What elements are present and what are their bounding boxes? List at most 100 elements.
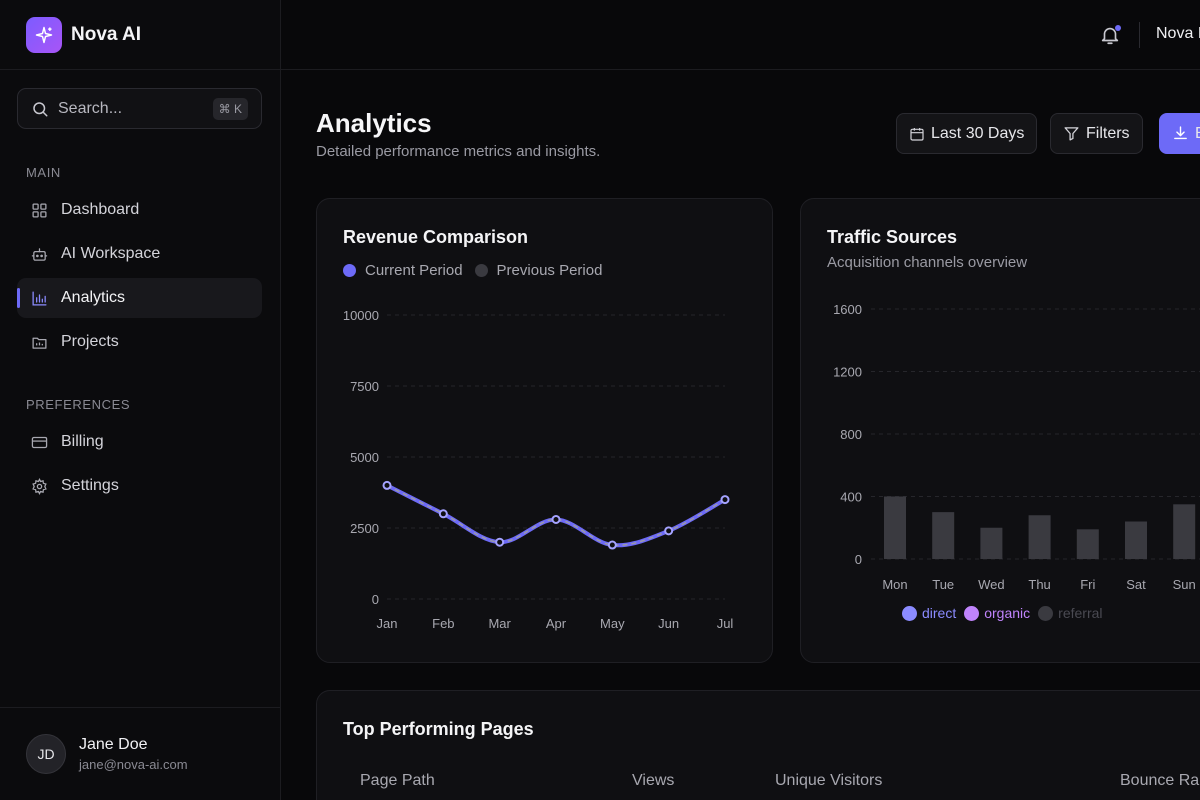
section-label-main: MAIN xyxy=(26,165,61,180)
legend-item-referral[interactable]: referral xyxy=(1038,605,1103,621)
sidebar-item-label: AI Workspace xyxy=(61,245,161,262)
bar-referral xyxy=(884,496,906,559)
card-title: Traffic Sources xyxy=(827,227,958,247)
sidebar-item-ai-workspace[interactable]: AI Workspace xyxy=(17,234,262,274)
x-tick-label: Feb xyxy=(432,616,454,631)
page-subtitle: Detailed performance metrics and insight… xyxy=(316,143,601,160)
y-tick-label: 1600 xyxy=(833,302,862,317)
data-point xyxy=(382,480,392,490)
topbar-user-menu[interactable]: Nova I xyxy=(1156,25,1200,42)
filters-button[interactable]: Filters xyxy=(1050,113,1143,154)
x-tick-label: Fri xyxy=(1080,577,1095,592)
search-shortcut-badge: ⌘ K xyxy=(212,98,248,120)
data-point xyxy=(551,514,561,524)
x-tick-label: May xyxy=(600,616,625,631)
legend-label: organic xyxy=(984,605,1031,621)
traffic-legend: direct organic referral xyxy=(902,605,1115,621)
legend-swatch xyxy=(343,264,356,277)
calendar-icon xyxy=(910,127,924,141)
bar-referral xyxy=(1028,515,1051,559)
sidebar-item-billing[interactable]: Billing xyxy=(17,422,262,462)
x-tick-label: Apr xyxy=(546,616,567,631)
date-range-button[interactable]: Last 30 Days xyxy=(896,113,1038,154)
revenue-line-chart: 10000 7500 5000 2500 0 Jan Feb Mar Apr May Jun Jul xyxy=(343,308,734,631)
x-tick-label: Sat xyxy=(1126,577,1146,592)
x-tick-label: Jul xyxy=(717,616,734,631)
column-header-bounce-rate[interactable]: Bounce Ra xyxy=(1120,772,1200,789)
y-tick-label: 5000 xyxy=(350,450,379,465)
export-label: E xyxy=(1195,125,1200,143)
x-tick-label: Wed xyxy=(978,577,1005,592)
data-point xyxy=(664,526,674,536)
x-tick-label: Jun xyxy=(658,616,679,631)
filter-icon xyxy=(1064,127,1079,141)
legend-label: direct xyxy=(922,605,957,621)
sidebar-item-analytics[interactable]: Analytics xyxy=(17,278,262,318)
column-header-views[interactable]: Views xyxy=(632,772,675,789)
legend-item-direct[interactable]: direct xyxy=(902,605,956,621)
bar-referral xyxy=(932,512,955,559)
page-title: Analytics xyxy=(316,108,432,138)
x-tick-label: Mar xyxy=(488,616,511,631)
bell-icon[interactable] xyxy=(1099,24,1121,46)
bar-referral xyxy=(1173,504,1196,559)
sidebar-item-dashboard[interactable]: Dashboard xyxy=(17,190,262,230)
sidebar-item-label: Projects xyxy=(61,333,119,350)
user-name: Jane Doe xyxy=(79,736,148,753)
active-indicator xyxy=(17,288,20,308)
data-point xyxy=(720,495,730,505)
sidebar-item-label: Dashboard xyxy=(61,201,140,218)
user-email: jane@nova-ai.com xyxy=(79,757,188,772)
x-tick-label: Mon xyxy=(882,577,907,592)
search-input[interactable]: Search... ⌘ K xyxy=(17,88,262,129)
export-button[interactable]: E xyxy=(1159,113,1200,154)
legend-item-organic[interactable]: organic xyxy=(964,605,1030,621)
user-profile[interactable]: JD Jane Doe jane@nova-ai.com xyxy=(0,707,280,800)
sidebar-item-settings[interactable]: Settings xyxy=(17,466,262,506)
x-tick-label: Thu xyxy=(1028,577,1050,592)
traffic-bar-chart: 1600 1200 800 400 0 Mon Tue Wed Thu Fri Sat Sun xyxy=(833,302,1200,592)
y-tick-label: 10000 xyxy=(343,308,379,323)
brand[interactable]: Nova AI xyxy=(0,0,280,70)
gear-icon xyxy=(32,477,47,495)
legend-swatch xyxy=(474,264,488,277)
x-tick-label: Sun xyxy=(1173,577,1196,592)
column-header-page-path[interactable]: Page Path xyxy=(360,772,435,789)
sidebar-item-label: Settings xyxy=(61,477,119,494)
y-tick-label: 800 xyxy=(840,427,862,442)
traffic-sources-card: Traffic Sources Acquisition channels ove… xyxy=(800,198,1200,663)
topbar: Nova I xyxy=(281,0,1200,70)
data-point xyxy=(438,509,448,519)
filters-label: Filters xyxy=(1086,124,1130,142)
notification-dot xyxy=(1115,25,1121,31)
bar-referral xyxy=(980,527,1003,559)
topbar-divider xyxy=(1139,22,1140,48)
y-tick-label: 1200 xyxy=(833,365,862,380)
top-pages-card: Top Performing Pages xyxy=(316,690,1200,800)
y-tick-label: 0 xyxy=(372,592,379,607)
card-subtitle: Acquisition channels overview xyxy=(827,254,1028,271)
column-header-unique-visitors[interactable]: Unique Visitors xyxy=(775,772,883,789)
x-tick-label: Tue xyxy=(932,577,954,592)
credit-card-icon xyxy=(31,436,48,448)
legend-item-current[interactable]: Current Period xyxy=(343,262,463,279)
sidebar-item-projects[interactable]: Projects xyxy=(17,322,262,362)
user-info: Jane Doe jane@nova-ai.com xyxy=(79,736,188,772)
sparkle-icon xyxy=(26,16,62,53)
section-label-preferences: PREFERENCES xyxy=(26,397,131,412)
legend-item-previous[interactable]: Previous Period xyxy=(474,262,603,279)
download-icon xyxy=(1174,126,1187,140)
card-title: Revenue Comparison xyxy=(343,227,529,247)
data-point xyxy=(495,537,505,547)
grid-icon xyxy=(32,202,47,218)
y-tick-label: 400 xyxy=(840,490,862,505)
data-point xyxy=(607,540,617,550)
folder-icon xyxy=(32,337,47,349)
x-tick-label: Jan xyxy=(377,616,398,631)
legend-label: Previous Period xyxy=(496,262,603,279)
date-range-label: Last 30 Days xyxy=(931,124,1025,142)
revenue-comparison-card: Revenue Comparison Current Period Previo… xyxy=(316,198,773,663)
sidebar-item-label: Analytics xyxy=(61,289,126,306)
bar-chart-icon xyxy=(32,290,47,306)
search-icon xyxy=(33,101,48,116)
